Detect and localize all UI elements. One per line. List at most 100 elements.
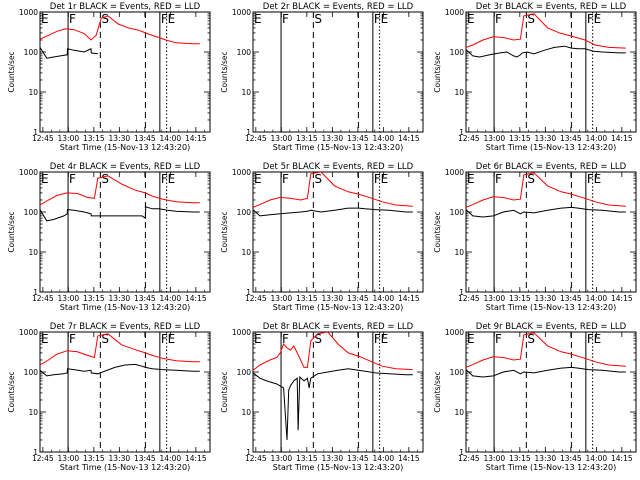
x-tick-label: 13:45 (347, 134, 369, 143)
y-axis-label: Counts/sec (7, 211, 16, 252)
lld-series (253, 172, 413, 208)
x-tick-label: 14:00 (586, 454, 608, 463)
x-axis-label: Start Time (15-Nov-13 12:43:20) (60, 303, 190, 312)
x-tick-label: 14:00 (160, 454, 182, 463)
event-marker-label: S (101, 172, 109, 186)
panel-title: Det 8r BLACK = Events, RED = LLD (263, 322, 414, 332)
event-marker-label: S (527, 172, 535, 186)
plot-frame (39, 11, 211, 133)
y-axis-label: Counts/sec (220, 211, 229, 252)
panel-det-5: Det 5r BLACK = Events, RED = LLD 1 10 100 10… (220, 162, 424, 312)
x-tick-label: 13:00 (271, 454, 293, 463)
y-tick-label: 100 (24, 48, 39, 57)
panel-title: Det 4r BLACK = Events, RED = LLD (50, 162, 201, 172)
y-axis-label: Counts/sec (433, 211, 442, 252)
y-axis-label: Counts/sec (220, 51, 229, 92)
x-tick-label: 13:45 (347, 294, 369, 303)
event-marker-label: E (381, 12, 389, 26)
lld-series (466, 13, 626, 49)
x-tick-label: 13:15 (509, 454, 531, 463)
x-tick-label: 14:15 (398, 294, 420, 303)
y-tick-label: 1 (246, 448, 251, 457)
y-tick-label: 1000 (445, 328, 464, 337)
events-series (466, 45, 626, 58)
y-tick-label: 100 (237, 48, 252, 57)
x-tick-label: 12:45 (245, 454, 267, 463)
panel-det-6: Det 6r BLACK = Events, RED = LLD 1 10 100 10… (433, 162, 637, 312)
x-tick-label: 14:15 (185, 454, 207, 463)
panel-title: Det 5r BLACK = Events, RED = LLD (263, 162, 414, 172)
event-marker-label: E (594, 12, 602, 26)
y-tick-label: 100 (237, 368, 252, 377)
y-tick-label: 1000 (19, 328, 38, 337)
x-axis-label: Start Time (15-Nov-13 12:43:20) (60, 143, 190, 152)
y-tick-label: 100 (450, 368, 465, 377)
x-tick-label: 13:00 (484, 454, 506, 463)
lld-series (253, 332, 413, 371)
y-tick-label: 1000 (445, 168, 464, 177)
plot-frame (465, 171, 637, 293)
event-marker-label: S (314, 332, 322, 346)
panel-det-3: Det 3r BLACK = Events, RED = LLD 1 10 100 10… (433, 2, 637, 152)
event-marker-label: F (161, 332, 168, 346)
plot-frame (252, 11, 424, 133)
x-tick-label: 13:30 (322, 134, 344, 143)
y-tick-label: 1 (33, 288, 38, 297)
event-marker-label: E (254, 332, 262, 346)
y-axis-label: Counts/sec (433, 51, 442, 92)
x-tick-label: 13:45 (560, 294, 582, 303)
x-tick-label: 13:15 (296, 454, 318, 463)
plot-frame (252, 171, 424, 293)
event-marker-label: S (101, 332, 109, 346)
y-tick-label: 1000 (232, 8, 251, 17)
x-tick-label: 14:00 (586, 294, 608, 303)
y-tick-label: 10 (241, 408, 251, 417)
y-axis-label: Counts/sec (7, 51, 16, 92)
plot-frame (465, 331, 637, 453)
event-marker-label: F (495, 332, 502, 346)
panel-title: Det 6r BLACK = Events, RED = LLD (476, 162, 627, 172)
events-series (40, 47, 98, 59)
event-marker-label: F (282, 12, 289, 26)
event-marker-label: F (69, 172, 76, 186)
x-tick-label: 12:45 (245, 294, 267, 303)
plot-frame (465, 11, 637, 133)
y-tick-label: 1 (246, 128, 251, 137)
x-tick-label: 13:15 (509, 134, 531, 143)
y-tick-label: 10 (454, 248, 464, 257)
event-marker-label: F (69, 12, 76, 26)
x-tick-label: 13:15 (83, 134, 105, 143)
x-tick-label: 14:00 (160, 294, 182, 303)
x-tick-label: 14:00 (373, 134, 395, 143)
lld-series (466, 172, 626, 208)
x-tick-label: 13:45 (560, 134, 582, 143)
event-marker-label: F (495, 172, 502, 186)
x-tick-label: 13:00 (271, 294, 293, 303)
x-tick-label: 14:15 (185, 294, 207, 303)
event-marker-label: F (282, 172, 289, 186)
panel-det-4: Det 4r BLACK = Events, RED = LLD 1 10 100 10… (7, 162, 211, 312)
x-tick-label: 12:45 (458, 454, 480, 463)
y-tick-label: 100 (24, 208, 39, 217)
y-tick-label: 10 (28, 408, 38, 417)
y-tick-label: 1 (246, 288, 251, 297)
x-tick-label: 13:45 (134, 294, 156, 303)
event-marker-label: E (594, 332, 602, 346)
event-marker-label: E (594, 172, 602, 186)
event-marker-label: F (69, 332, 76, 346)
event-marker-label: E (467, 172, 475, 186)
event-marker-label: E (41, 172, 49, 186)
plot-frame (39, 171, 211, 293)
panel-det-2: Det 2r BLACK = Events, RED = LLD 1 10 100 10… (220, 2, 424, 152)
event-marker-label: S (314, 172, 322, 186)
lld-series (40, 175, 200, 206)
event-marker-label: E (381, 172, 389, 186)
x-tick-label: 13:45 (134, 454, 156, 463)
panel-title: Det 9r BLACK = Events, RED = LLD (476, 322, 627, 332)
event-marker-label: S (314, 12, 322, 26)
x-tick-label: 13:30 (535, 294, 557, 303)
y-tick-label: 1000 (232, 168, 251, 177)
x-tick-label: 12:45 (32, 454, 54, 463)
x-tick-label: 14:15 (611, 134, 633, 143)
